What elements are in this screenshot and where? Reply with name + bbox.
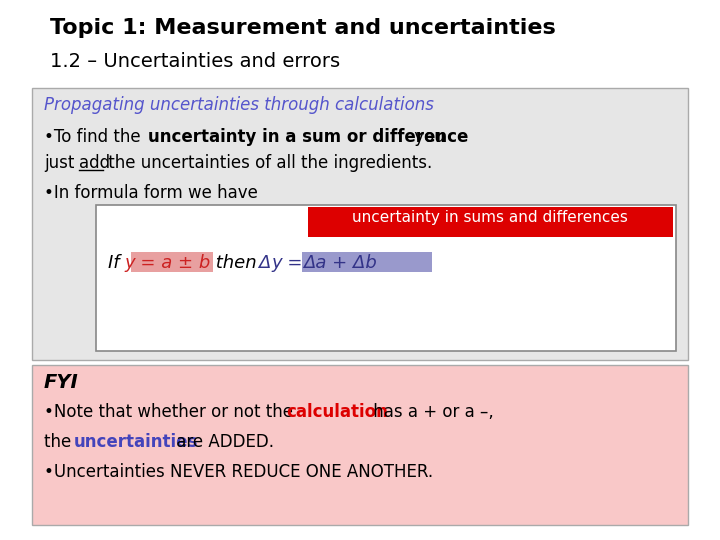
FancyBboxPatch shape [32,365,688,525]
Text: Δ: Δ [258,254,271,272]
Text: just: just [44,154,80,172]
FancyBboxPatch shape [308,207,673,237]
Text: y = a ± b: y = a ± b [124,254,210,272]
Text: then: then [210,254,262,272]
Text: •Uncertainties NEVER REDUCE ONE ANOTHER.: •Uncertainties NEVER REDUCE ONE ANOTHER. [44,463,433,481]
FancyBboxPatch shape [32,88,688,360]
Text: •In formula form we have: •In formula form we have [44,184,258,202]
Text: Propagating uncertainties through calculations: Propagating uncertainties through calcul… [44,96,434,114]
Text: FYI: FYI [44,373,78,392]
Text: add: add [79,154,110,172]
Text: uncertainty in sums and differences: uncertainty in sums and differences [352,210,628,225]
Text: •To find the: •To find the [44,128,146,146]
FancyBboxPatch shape [131,252,213,272]
FancyBboxPatch shape [302,252,432,272]
Text: you: you [409,128,445,146]
Text: •Note that whether or not the: •Note that whether or not the [44,403,298,421]
Text: If: If [108,254,125,272]
Text: the: the [44,433,76,451]
Text: y =: y = [271,254,308,272]
Text: Topic 1: Measurement and uncertainties: Topic 1: Measurement and uncertainties [50,18,556,38]
Text: 1.2 – Uncertainties and errors: 1.2 – Uncertainties and errors [50,52,340,71]
Text: calculation: calculation [286,403,388,421]
Text: uncertainties: uncertainties [74,433,199,451]
Text: are ADDED.: are ADDED. [171,433,274,451]
Text: the uncertainties of all the ingredients.: the uncertainties of all the ingredients… [103,154,432,172]
Text: Δa + Δb: Δa + Δb [303,254,377,272]
Text: has a + or a –,: has a + or a –, [368,403,494,421]
Text: uncertainty in a sum or difference: uncertainty in a sum or difference [148,128,469,146]
FancyBboxPatch shape [96,205,676,351]
